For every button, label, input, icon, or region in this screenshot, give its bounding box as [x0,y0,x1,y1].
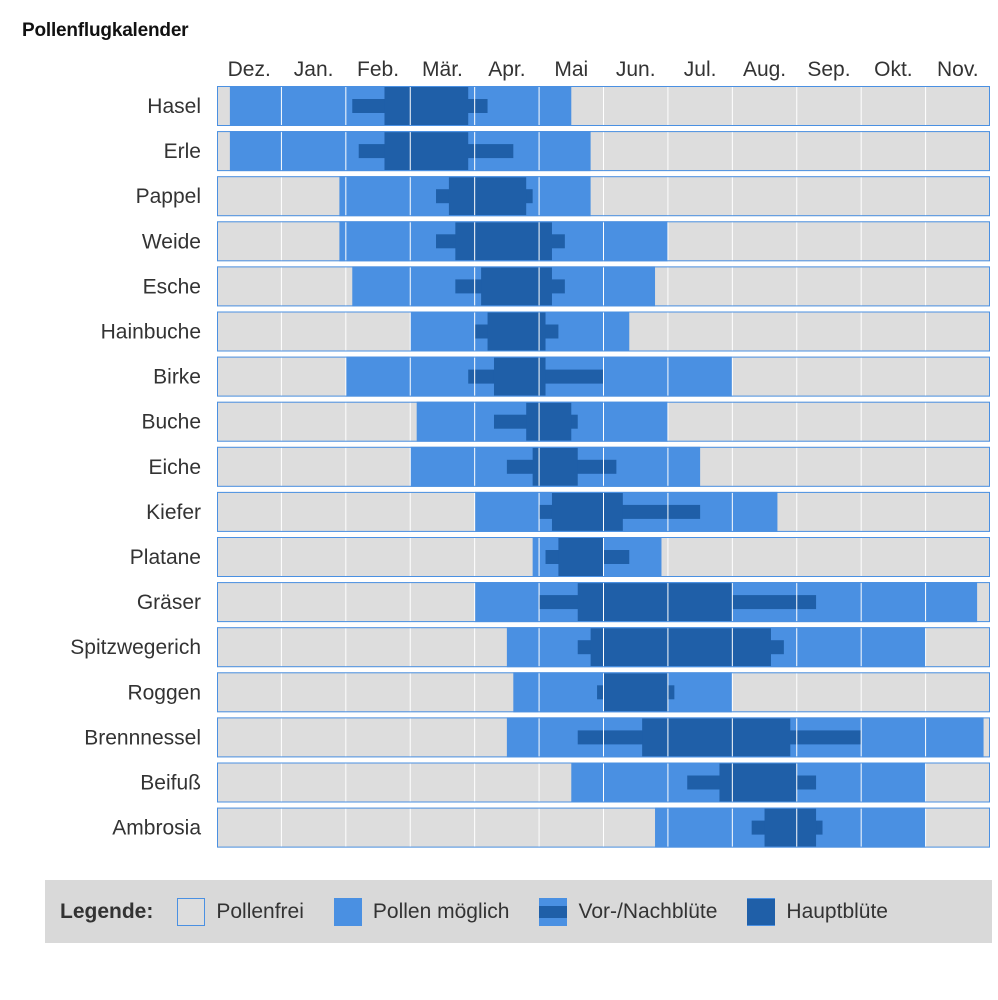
row-outline [217,446,990,487]
month-label: Sep. [807,58,850,81]
month-label: Okt. [874,58,913,81]
plant-label: Erle [164,140,201,163]
plant-label: Hainbuche [101,321,201,344]
row-outline [217,762,990,803]
main-bloom-bar [603,673,668,712]
main-bloom-bar [764,808,817,847]
row-outline [217,401,990,442]
legend-title: Legende: [60,899,154,923]
main-bloom-bar [526,402,572,441]
plant-label: Platane [130,546,201,569]
row-outline [217,582,990,623]
legend-swatch-pre-post [539,897,568,926]
legend-label-possible: Pollen möglich [372,899,510,923]
legend-swatch-main [747,897,776,926]
month-label: Aug. [743,58,786,81]
main-bloom-bar [590,628,771,667]
main-bloom-bar [481,267,552,306]
main-bloom-bar [493,357,546,396]
plant-label: Hasel [147,95,201,118]
main-bloom-bar [487,312,546,351]
main-bloom-bar [577,583,733,622]
plant-label: Pappel [136,185,201,208]
main-bloom-bar [448,177,527,216]
main-bloom-bar [532,447,578,486]
row-outline [217,807,990,848]
main-bloom-bar [551,492,623,531]
legend-swatch-free [177,897,206,926]
month-axis: Dez. Jan. Feb. Mär. Apr. Mai Jun. Jul. Aug. Sep. O… [228,58,979,81]
month-label: Jul. [684,58,717,81]
plant-label: Eiche [148,456,201,479]
legend-label-free: Pollenfrei [216,899,304,923]
plant-row: Spitzwegerich [70,627,990,668]
plant-rows: Hasel Erle Pappel Weide Esche Hainbuche Birke B… [70,86,990,848]
row-outline [217,717,990,758]
main-bloom-bar [558,538,604,576]
month-label: Mai [554,58,588,81]
plant-row: Birke [153,356,990,397]
plant-label: Ambrosia [112,817,201,840]
plant-row: Hasel [147,86,990,126]
row-outline [217,176,990,217]
main-bloom-bar [719,763,797,802]
month-label: Dez. [228,58,271,81]
plant-row: Buche [141,401,990,442]
legend-label-pre-post: Vor-/Nachblüte [578,899,718,923]
pollen-calendar-chart: Dez. Jan. Feb. Mär. Apr. Mai Jun. Jul. Aug. Sep. O… [70,58,990,848]
plant-row: Gräser [137,582,990,623]
plant-label: Spitzwegerich [70,636,201,659]
plant-row: Hainbuche [101,311,990,352]
plant-row: Beifuß [140,762,990,803]
main-bloom-bar [455,222,552,261]
plant-label: Gräser [137,591,201,614]
plant-row: Eiche [148,446,990,487]
row-outline [217,86,990,126]
plant-label: Kiefer [146,501,201,524]
plant-row: Esche [143,266,990,307]
month-label: Jun. [616,58,656,81]
month-label: Apr. [488,58,525,81]
row-outline [217,672,990,713]
legend-label-main: Hauptblüte [786,899,888,923]
plant-label: Esche [143,275,201,298]
month-label: Feb. [357,58,399,81]
month-label: Mär. [422,58,463,81]
plant-row: Erle [164,131,990,172]
plant-row: Pappel [136,176,990,217]
plant-label: Roggen [127,681,201,704]
row-outline [217,311,990,352]
row-outline [217,266,990,307]
plant-row: Kiefer [146,491,990,532]
legend-swatch-possible [333,897,362,926]
plant-label: Weide [142,230,201,253]
chart-title: Pollenflugkalender [22,20,189,41]
legend-entry-free: Pollenfrei [177,897,304,926]
row-outline [217,356,990,397]
row-outline [217,491,990,532]
plant-row: Weide [142,221,990,262]
plant-label: Buche [141,411,201,434]
legend-entry-main: Hauptblüte [747,897,888,926]
plant-label: Brennnessel [84,726,201,749]
month-label: Nov. [937,58,979,81]
plant-row: Ambrosia [112,807,990,848]
main-bloom-bar [642,718,791,757]
legend-entry-pre-post: Vor-/Nachblüte [539,897,718,926]
legend: Legende: Pollenfrei Pollen möglich Vor-/… [45,880,992,943]
plant-label: Beifuß [140,772,201,795]
main-bloom-bar [384,132,469,171]
row-outline [217,537,990,577]
plant-row: Platane [130,537,990,577]
plant-row: Brennnessel [84,717,990,758]
legend-entry-possible: Pollen möglich [333,897,510,926]
month-label: Jan. [294,58,334,81]
row-outline [217,131,990,172]
row-outline [217,627,990,668]
main-bloom-bar [384,87,469,125]
plant-label: Birke [153,366,201,389]
plant-row: Roggen [127,672,990,713]
row-outline [217,221,990,262]
